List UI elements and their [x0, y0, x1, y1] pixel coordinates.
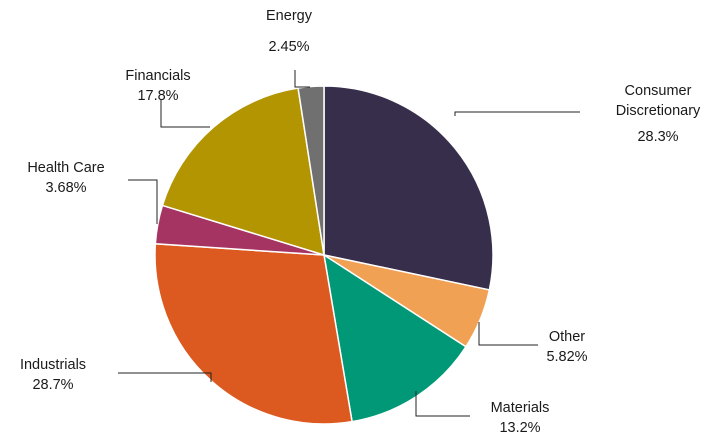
slice-name-text: Consumer [625, 83, 692, 99]
slice-label-other: Other 5.82% [546, 329, 587, 365]
slice-label-materials: Materials 13.2% [491, 400, 550, 436]
leader-line-materials [415, 391, 470, 417]
slice-label-financials: Financials 17.8% [125, 68, 190, 104]
slice-name-text: Financials [125, 68, 190, 84]
pie-slices [154, 85, 494, 425]
leader-line-consumer-discretionary [454, 111, 580, 116]
pie-slice-energy [297, 85, 325, 256]
slice-label-industrials: Industrials 28.7% [20, 357, 86, 393]
slice-value-text: 5.82% [546, 349, 587, 365]
leader-line-energy [294, 70, 310, 88]
slice-labels: Consumer Discretionary 28.3% Other 5.82% Mate… [20, 8, 701, 436]
slice-value-text: 3.68% [45, 180, 86, 196]
slice-name-text: Other [549, 329, 585, 345]
slice-name-text: Materials [491, 400, 550, 416]
slice-name-text: Discretionary [616, 103, 701, 119]
slice-label-health-care: Health Care 3.68% [27, 160, 104, 196]
leader-line-industrials [118, 372, 212, 382]
pie-slice-consumer-discretionary [323, 85, 494, 291]
slice-name-text: Industrials [20, 357, 86, 373]
slice-value-text: 17.8% [137, 88, 178, 104]
leader-line-financials [160, 99, 210, 128]
slice-value-text: 13.2% [499, 420, 540, 436]
leader-line-health-care [128, 179, 158, 224]
leader-lines [118, 70, 580, 417]
slice-value-text: 28.3% [637, 129, 678, 145]
slice-label-consumer-discretionary: Consumer Discretionary 28.3% [616, 83, 701, 145]
slice-label-energy: Energy 2.45% [266, 8, 313, 55]
leader-line-other [478, 322, 538, 346]
pie-slice-industrials [154, 242, 353, 425]
slice-value-text: 2.45% [268, 39, 309, 55]
slice-name-text: Energy [266, 8, 313, 24]
pie-slice-financials [161, 87, 325, 257]
pie-slice-materials [322, 253, 467, 423]
slice-value-text: 28.7% [32, 377, 73, 393]
slice-name-text: Health Care [27, 160, 104, 176]
